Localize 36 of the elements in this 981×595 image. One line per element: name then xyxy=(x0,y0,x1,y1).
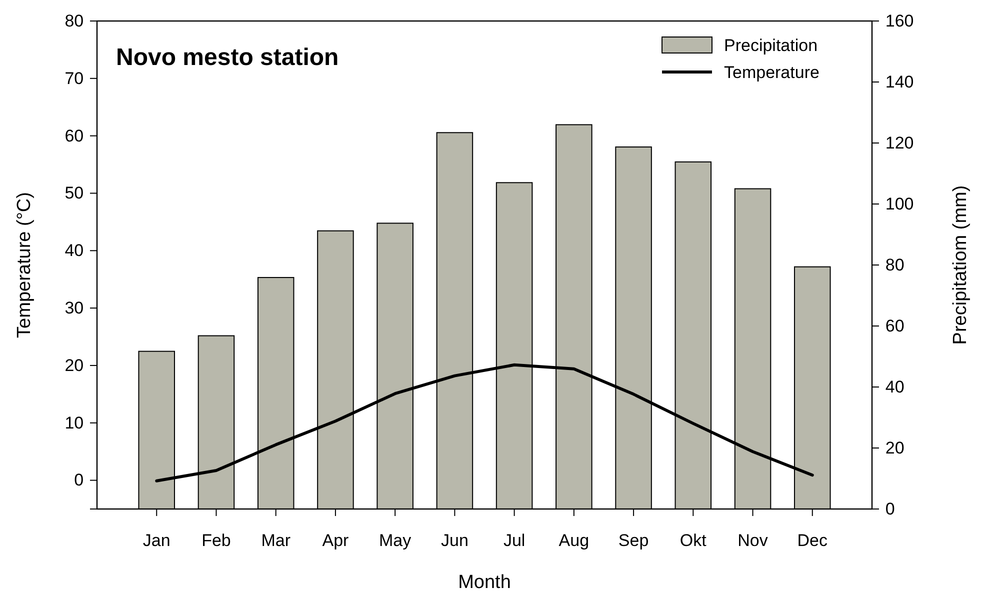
x-tick-label: May xyxy=(379,531,412,550)
x-tick-label: Okt xyxy=(680,531,707,550)
y-tick-label: 50 xyxy=(64,184,84,203)
y-tick-label: 80 xyxy=(64,11,84,30)
y2-tick-label: 120 xyxy=(885,133,914,152)
legend-label: Temperature xyxy=(724,63,820,82)
x-tick-label: Aug xyxy=(558,531,590,550)
x-tick-label: Sep xyxy=(618,531,649,550)
x-tick-label: Jan xyxy=(142,531,170,550)
legend-label: Precipitation xyxy=(724,36,818,55)
x-tick-label: Nov xyxy=(738,531,768,550)
y-axis-title: Temperature (°C) xyxy=(14,192,35,338)
y2-tick-label: 20 xyxy=(885,438,904,458)
x-axis-title: Month xyxy=(458,572,511,593)
y2-axis-title: Precipitatiom (mm) xyxy=(950,185,971,345)
x-tick-label: Dec xyxy=(797,531,828,550)
text: Novo mesto station xyxy=(116,44,339,71)
x-tick-label: Apr xyxy=(322,531,350,550)
y-tick-label: 60 xyxy=(64,126,84,146)
y2-tick-label: 60 xyxy=(885,316,904,336)
y2-tick-label: 80 xyxy=(885,255,904,274)
x-tick-label: Jul xyxy=(503,531,526,550)
y-tick-label: 70 xyxy=(64,68,84,88)
y2-tick-label: 0 xyxy=(885,499,895,518)
y-tick-label: 10 xyxy=(64,413,84,432)
y-tick-label: 20 xyxy=(64,356,84,375)
y-tick-label: 0 xyxy=(74,470,84,490)
y2-tick-label: 140 xyxy=(885,72,914,92)
y-tick-label: 30 xyxy=(64,298,84,318)
y2-tick-label: 40 xyxy=(885,377,904,396)
y2-tick-label: 160 xyxy=(885,11,914,30)
y-tick-label: 40 xyxy=(64,241,84,260)
x-tick-label: Feb xyxy=(202,531,231,550)
x-tick-label: Mar xyxy=(261,531,291,550)
y2-tick-label: 100 xyxy=(885,194,914,214)
x-tick-label: Jun xyxy=(440,531,468,550)
